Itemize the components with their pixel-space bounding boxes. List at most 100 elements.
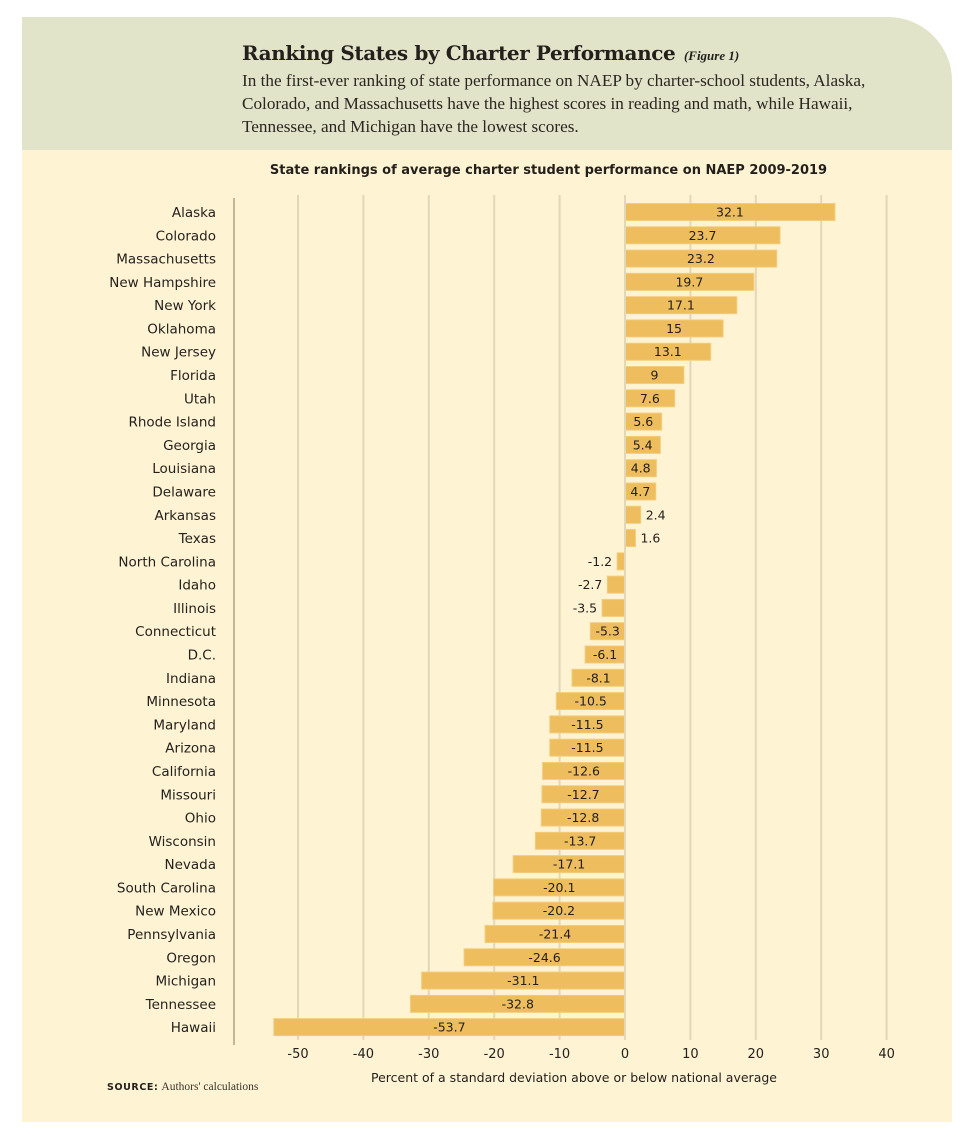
value-label: 1.6 <box>640 531 660 546</box>
category-label: Utah <box>184 391 216 407</box>
figure-title-text: Ranking States by Charter Performance <box>242 41 676 65</box>
bar <box>624 529 636 548</box>
source-text: Authors' calculations <box>161 1081 259 1093</box>
value-label: -3.5 <box>573 600 597 615</box>
value-label: -6.1 <box>593 647 617 662</box>
category-label: Minnesota <box>146 694 216 710</box>
figure-title: Ranking States by Charter Performance (F… <box>242 41 739 65</box>
x-tick-label: 30 <box>813 1047 830 1062</box>
value-label: -1.2 <box>588 554 612 569</box>
value-label: -12.7 <box>567 787 599 802</box>
category-label: New Hampshire <box>109 275 216 291</box>
value-label: -17.1 <box>553 857 585 872</box>
value-label: -11.5 <box>571 717 603 732</box>
bars <box>273 203 836 1037</box>
figure-header: Ranking States by Charter Performance (F… <box>22 17 952 150</box>
category-label: Michigan <box>155 974 216 990</box>
x-tick-label: 10 <box>682 1047 699 1062</box>
bar <box>601 598 626 617</box>
value-label: -12.6 <box>568 763 600 778</box>
category-label: Oregon <box>166 950 216 966</box>
value-label: 23.2 <box>687 251 715 266</box>
value-label: -20.1 <box>543 880 575 895</box>
value-label: 4.8 <box>631 461 651 476</box>
value-label: -31.1 <box>507 973 539 988</box>
value-label: 4.7 <box>630 484 650 499</box>
category-label: Nevada <box>164 857 216 873</box>
category-label: California <box>152 764 216 780</box>
category-label: Idaho <box>178 578 216 594</box>
category-label: Rhode Island <box>128 415 216 431</box>
value-label: 13.1 <box>654 344 682 359</box>
category-label: Illinois <box>173 601 216 617</box>
figure-intro: In the first-ever ranking of state perfo… <box>242 71 866 136</box>
value-label: 2.4 <box>646 507 666 522</box>
x-tick-label: 0 <box>621 1047 629 1062</box>
category-label: Missouri <box>160 787 216 803</box>
value-label: 5.6 <box>633 414 653 429</box>
category-label: Texas <box>178 531 216 547</box>
value-label: -21.4 <box>539 926 571 941</box>
value-label: 7.6 <box>640 391 660 406</box>
gridlines <box>297 195 888 1040</box>
category-label: New York <box>154 298 216 314</box>
category-label: Colorado <box>156 228 216 244</box>
value-label: -12.8 <box>567 810 599 825</box>
value-label: 5.4 <box>633 437 653 452</box>
category-label: Tennessee <box>145 997 216 1013</box>
category-label: Wisconsin <box>149 834 216 850</box>
x-tick-label: -30 <box>418 1047 439 1062</box>
chart-title: State rankings of average charter studen… <box>269 163 828 178</box>
figure-number: (Figure 1) <box>683 48 740 63</box>
category-label: Delaware <box>152 484 216 500</box>
category-label: Indiana <box>166 671 216 687</box>
value-label: -10.5 <box>574 694 606 709</box>
x-axis-label: Percent of a standard deviation above or… <box>371 1070 777 1085</box>
x-tick-label: -40 <box>353 1047 374 1062</box>
category-label: Louisiana <box>152 461 216 477</box>
value-label: -13.7 <box>564 833 596 848</box>
bar <box>616 552 626 571</box>
value-label: 17.1 <box>667 298 695 313</box>
value-label: -24.6 <box>528 950 560 965</box>
bar <box>606 575 626 594</box>
category-label: D.C. <box>188 648 216 664</box>
category-label: New Jersey <box>141 345 216 361</box>
x-tick-label: -10 <box>549 1047 570 1062</box>
category-label: Pennsylvania <box>127 927 216 943</box>
category-label: Hawaii <box>171 1020 216 1036</box>
category-label: North Carolina <box>118 554 216 570</box>
category-label: Ohio <box>185 811 216 827</box>
category-label: South Carolina <box>117 880 216 896</box>
bar <box>624 505 642 524</box>
value-label: -20.2 <box>543 903 575 918</box>
category-label: Massachusetts <box>116 252 216 268</box>
value-label: 19.7 <box>675 274 703 289</box>
category-label: Arizona <box>165 741 216 757</box>
category-label: Connecticut <box>135 624 216 640</box>
category-labels: Alaska Colorado Massachusetts New Hampshire… <box>109 205 216 1036</box>
category-label: Florida <box>170 368 216 384</box>
category-label: Alaska <box>172 205 216 221</box>
x-tick-labels: -50 -40 -30 -20 -10 0 10 20 30 40 <box>287 1047 894 1062</box>
category-label: Maryland <box>153 717 216 733</box>
category-label: Oklahoma <box>147 321 216 337</box>
category-label: Georgia <box>163 438 216 454</box>
x-tick-label: 40 <box>878 1047 895 1062</box>
value-label: -2.7 <box>578 577 602 592</box>
value-label: -11.5 <box>571 740 603 755</box>
value-label: -32.8 <box>502 996 534 1011</box>
value-label: -53.7 <box>433 1020 465 1035</box>
category-label: New Mexico <box>135 904 216 920</box>
value-label: -8.1 <box>586 670 610 685</box>
value-label: 15 <box>666 321 682 336</box>
source-note: SOURCE: Authors' calculations <box>107 1081 258 1093</box>
value-label: 23.7 <box>689 228 717 243</box>
category-label: Arkansas <box>154 508 216 524</box>
value-labels: 32.1 23.7 23.2 19.7 17.1 15 13.1 9 7.6 5.6 5.4 4.8 4… <box>433 205 744 1035</box>
source-label: SOURCE: <box>107 1082 159 1093</box>
x-tick-label: -20 <box>484 1047 505 1062</box>
x-tick-label: -50 <box>287 1047 308 1062</box>
value-label: 32.1 <box>716 205 744 220</box>
